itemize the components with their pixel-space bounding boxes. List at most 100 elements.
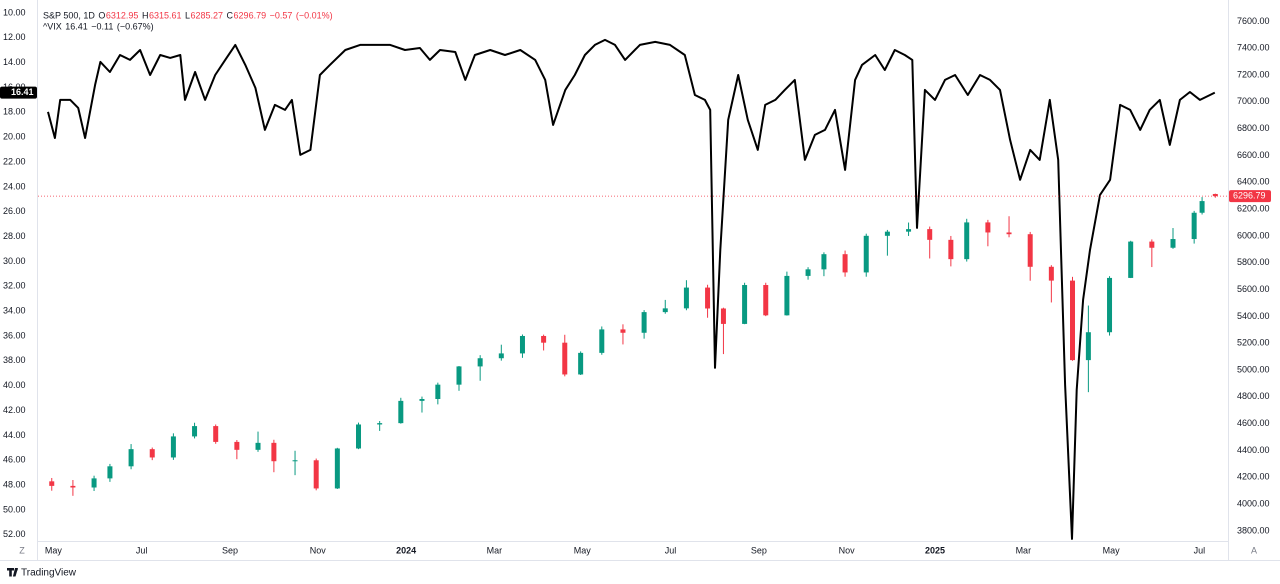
- candle-body: [1149, 241, 1155, 248]
- right-tick-label: 5800.00: [1237, 257, 1270, 267]
- last-value-label: 16.41: [11, 87, 34, 97]
- candle-body: [578, 352, 584, 375]
- left-tick-label: 22.00: [3, 156, 26, 166]
- x-tick-label: Sep: [751, 545, 767, 555]
- candle-body: [1070, 280, 1076, 361]
- left-tick-label: 18.00: [3, 107, 26, 117]
- left-tick-label: 34.00: [3, 306, 26, 316]
- candle-body: [763, 285, 769, 316]
- left-tick-label: 26.00: [3, 206, 26, 216]
- candle-body: [821, 254, 827, 270]
- candle-body: [1048, 266, 1054, 281]
- right-tick-label: 7200.00: [1237, 69, 1270, 79]
- legend-change: −0.11: [91, 21, 113, 31]
- candle-body: [863, 235, 869, 273]
- ohlc-letter: O: [98, 10, 105, 20]
- x-tick-label: May: [574, 545, 592, 555]
- right-tick-label: 4600.00: [1237, 418, 1270, 428]
- brand-name: TradingView: [21, 568, 77, 579]
- candle-body: [1085, 332, 1091, 361]
- candle-body: [927, 229, 933, 240]
- candle-body: [519, 335, 525, 354]
- left-tick-label: 52.00: [3, 529, 26, 539]
- right-tick-label: 5000.00: [1237, 364, 1270, 374]
- candle-body: [356, 424, 362, 449]
- x-tick-label: Sep: [222, 545, 238, 555]
- last-price-label: 6296.79: [1233, 191, 1266, 201]
- candle-body: [641, 312, 647, 333]
- left-tick-label: 36.00: [3, 330, 26, 340]
- candle-body: [107, 466, 113, 479]
- ohlc-letter: C: [227, 10, 234, 20]
- candle-body: [477, 358, 483, 367]
- candle-body: [1191, 212, 1197, 240]
- right-tick-label: 7400.00: [1237, 43, 1270, 53]
- candle-body: [562, 342, 568, 375]
- candle-body: [620, 329, 626, 333]
- right-tick-label: 4000.00: [1237, 499, 1270, 509]
- right-tick-label: 5200.00: [1237, 338, 1270, 348]
- brand-logo[interactable]: TradingView: [7, 568, 77, 579]
- candle-body: [456, 366, 462, 385]
- candle-body: [91, 478, 97, 488]
- left-tick-label: 44.00: [3, 430, 26, 440]
- candle-body: [948, 239, 954, 260]
- candle-body: [720, 308, 726, 324]
- last-price-badge: [1229, 190, 1271, 203]
- candle-body: [599, 329, 605, 353]
- x-tick-label: Nov: [310, 545, 327, 555]
- candle-body: [419, 399, 425, 401]
- candle-body: [435, 384, 441, 400]
- candle-body: [398, 400, 404, 424]
- candle-body: [906, 229, 912, 232]
- candle-body: [784, 275, 790, 316]
- x-tick-label: Jul: [665, 545, 677, 555]
- candle-body: [498, 353, 504, 359]
- x-tick-label: May: [45, 545, 63, 555]
- right-tick-label: 7600.00: [1237, 16, 1270, 26]
- ohlc-value: 6315.61: [149, 10, 182, 20]
- left-tick-label: 12.00: [3, 32, 26, 42]
- left-tick-label: 48.00: [3, 479, 26, 489]
- ohlc-value: 6285.27: [191, 10, 224, 20]
- last-value-badge: [0, 86, 37, 99]
- candle-body: [705, 287, 711, 309]
- x-tick-label: 2024: [396, 545, 416, 555]
- left-tick-label: 32.00: [3, 281, 26, 291]
- vix-line: [47, 38, 1216, 540]
- right-tick-label: 5400.00: [1237, 311, 1270, 321]
- candle-body: [884, 231, 890, 236]
- candle-body: [742, 285, 748, 324]
- legend-title: S&P 500, 1D: [43, 10, 95, 20]
- x-tick-label: 2025: [925, 545, 945, 555]
- candle-body: [1212, 193, 1218, 197]
- candle-body: [313, 460, 319, 489]
- candle-body: [1107, 277, 1113, 333]
- left-tick-label: 50.00: [3, 504, 26, 514]
- x-tick-label: Jul: [136, 545, 148, 555]
- ohlc-letter: H: [142, 10, 149, 20]
- ohlc-value: 6296.79: [234, 10, 267, 20]
- candle-body: [128, 449, 134, 467]
- zoom-button[interactable]: Z: [19, 545, 25, 555]
- right-tick-label: 4200.00: [1237, 472, 1270, 482]
- right-tick-label: 6000.00: [1237, 230, 1270, 240]
- left-tick-label: 24.00: [3, 181, 26, 191]
- right-tick-label: 4800.00: [1237, 391, 1270, 401]
- candle-body: [271, 442, 277, 462]
- candle-body: [213, 426, 219, 442]
- candle-body: [1170, 239, 1176, 248]
- left-tick-label: 28.00: [3, 231, 26, 241]
- candle-body: [1006, 232, 1012, 235]
- right-tick-label: 7000.00: [1237, 96, 1270, 106]
- candle-body: [292, 460, 298, 462]
- candle-body: [255, 442, 261, 450]
- auto-scale-button[interactable]: A: [1251, 545, 1257, 555]
- left-tick-label: 42.00: [3, 405, 26, 415]
- candle-body: [1027, 234, 1033, 267]
- x-tick-label: Mar: [1016, 545, 1032, 555]
- left-tick-label: 30.00: [3, 256, 26, 266]
